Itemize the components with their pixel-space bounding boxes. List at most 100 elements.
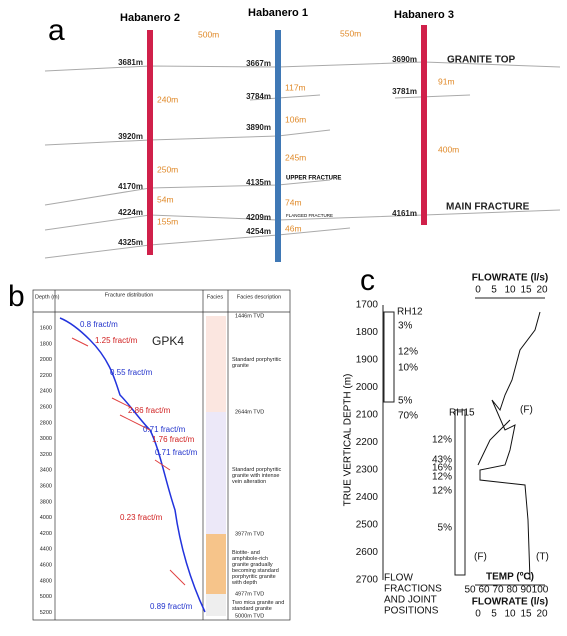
footnote: POSITIONS bbox=[384, 606, 439, 617]
tvd-label: 1446m TVD bbox=[235, 313, 264, 319]
tvd-label: 2644m TVD bbox=[235, 409, 264, 415]
depth-label: 4325m bbox=[118, 238, 143, 247]
depth-label: 4224m bbox=[118, 208, 143, 217]
x-tick: 50 bbox=[464, 585, 476, 596]
depth-tick: 3800 bbox=[40, 499, 52, 505]
well-habanero-3 bbox=[421, 25, 427, 225]
header: Facies description bbox=[237, 294, 281, 300]
axis-title: TEMP (ºC) bbox=[486, 572, 534, 583]
depth-tick: 2600 bbox=[356, 547, 379, 558]
header: Facies bbox=[207, 294, 223, 300]
fraction: 70% bbox=[398, 411, 418, 422]
interval-label: 91m bbox=[438, 76, 455, 86]
header: Depth (m) bbox=[35, 294, 60, 300]
fraction: 3% bbox=[398, 321, 413, 332]
panel-label: a bbox=[48, 14, 65, 47]
panel-b-frame bbox=[32, 289, 291, 621]
depth-tick: 3200 bbox=[40, 452, 52, 458]
depth-tick: 1900 bbox=[356, 355, 379, 366]
fracture-curve bbox=[59, 317, 206, 613]
depth-tick: 4000 bbox=[40, 515, 52, 521]
fraction: 43% bbox=[432, 455, 452, 466]
facies-1 bbox=[206, 316, 226, 412]
x-tick: 20 bbox=[536, 609, 548, 620]
density-label: 0.71 fract/m bbox=[155, 448, 198, 457]
depth-tick: 2300 bbox=[356, 465, 379, 476]
well-name: RH12 bbox=[397, 307, 423, 318]
depth-tick: 1800 bbox=[40, 341, 52, 347]
x-tick: 90 bbox=[520, 585, 532, 596]
flow-curve-rh15 bbox=[477, 419, 511, 466]
tvd-label: 4977m TVD bbox=[235, 591, 264, 597]
depth-tick: 4600 bbox=[40, 562, 52, 568]
x-tick: 10 bbox=[504, 609, 516, 620]
depth-tick: 4800 bbox=[40, 578, 52, 584]
panel-label: c bbox=[360, 264, 375, 297]
flow-temp-curves bbox=[479, 311, 541, 581]
depth-tick: 1700 bbox=[356, 300, 379, 311]
depth-label: 3784m bbox=[246, 92, 271, 101]
horizon: MAIN FRACTURE bbox=[446, 202, 530, 213]
depth-label: 3690m bbox=[392, 55, 417, 64]
facies-2 bbox=[206, 412, 226, 534]
x-tick: 5 bbox=[491, 285, 497, 296]
depth-tick: 2500 bbox=[356, 520, 379, 531]
depth-label: 3920m bbox=[118, 132, 143, 141]
axis-title: FLOWRATE (l/s) bbox=[472, 273, 548, 284]
density-label: 1.25 fract/m bbox=[95, 336, 138, 345]
depth-tick: 4200 bbox=[40, 531, 52, 537]
depth-tick: 2400 bbox=[40, 389, 52, 395]
depth-tick: 2200 bbox=[356, 437, 379, 448]
facies-3 bbox=[206, 534, 226, 594]
depth-label: 4254m bbox=[246, 227, 271, 236]
header: Fracture distribution bbox=[105, 292, 154, 298]
well-habanero-1 bbox=[275, 30, 281, 262]
facies-description: Standard porphyritic granite with intense… bbox=[232, 467, 281, 485]
interval-label: 240m bbox=[157, 94, 178, 104]
interval-label: 250m bbox=[157, 164, 178, 174]
x-tick: 5 bbox=[491, 609, 497, 620]
density-label: 2.86 fract/m bbox=[128, 406, 171, 415]
horizon: UPPER FRACTURE bbox=[286, 176, 341, 182]
depth-label: 3890m bbox=[246, 123, 271, 132]
x-tick: 0 bbox=[475, 285, 481, 296]
well-name: Habanero 1 bbox=[248, 7, 308, 19]
depth-tick: 2600 bbox=[40, 404, 52, 410]
depth-tick: 5200 bbox=[40, 610, 52, 616]
density-label: 0.71 fract/m bbox=[143, 425, 186, 434]
depth-tick: 1800 bbox=[356, 327, 379, 338]
interval-label: 54m bbox=[157, 194, 174, 204]
depth-tick: 4400 bbox=[40, 547, 52, 553]
x-tick: 15 bbox=[520, 609, 532, 620]
density-label: 1.76 fract/m bbox=[152, 435, 195, 444]
horizon: GRANITE TOP bbox=[447, 55, 515, 66]
depth-tick: 2400 bbox=[356, 492, 379, 503]
marker: (T) bbox=[536, 552, 549, 563]
facies-description: Standard porphyritic granite bbox=[232, 357, 281, 369]
depth-label: 3681m bbox=[118, 58, 143, 67]
x-tick: 100 bbox=[532, 585, 549, 596]
density-label: 0.89 fract/m bbox=[150, 602, 193, 611]
depth-tick: 3600 bbox=[40, 483, 52, 489]
fraction: 5% bbox=[398, 396, 413, 407]
depth-label: 4170m bbox=[118, 182, 143, 191]
fraction: 12% bbox=[432, 486, 452, 497]
depth-tick: 3400 bbox=[40, 468, 52, 474]
interval-label: 117m bbox=[285, 82, 306, 92]
footnote: FLOW bbox=[384, 573, 413, 584]
interval-label: 74m bbox=[285, 197, 302, 207]
depth-tick: 1600 bbox=[40, 325, 52, 331]
marker: (F) bbox=[474, 552, 487, 563]
chart-title: GPK4 bbox=[152, 334, 184, 348]
depth-label: 4135m bbox=[246, 178, 271, 187]
x-tick: 10 bbox=[504, 285, 516, 296]
spacing: 500m bbox=[198, 29, 219, 39]
depth-tick: 5000 bbox=[40, 594, 52, 600]
x-tick: 15 bbox=[520, 285, 532, 296]
panel-label: b bbox=[8, 280, 25, 313]
x-tick: 80 bbox=[506, 585, 518, 596]
well-name: Habanero 2 bbox=[120, 12, 180, 24]
axis-title: FLOWRATE (l/s) bbox=[472, 597, 548, 608]
horizon: FLANGED FRACTURE bbox=[286, 213, 333, 218]
